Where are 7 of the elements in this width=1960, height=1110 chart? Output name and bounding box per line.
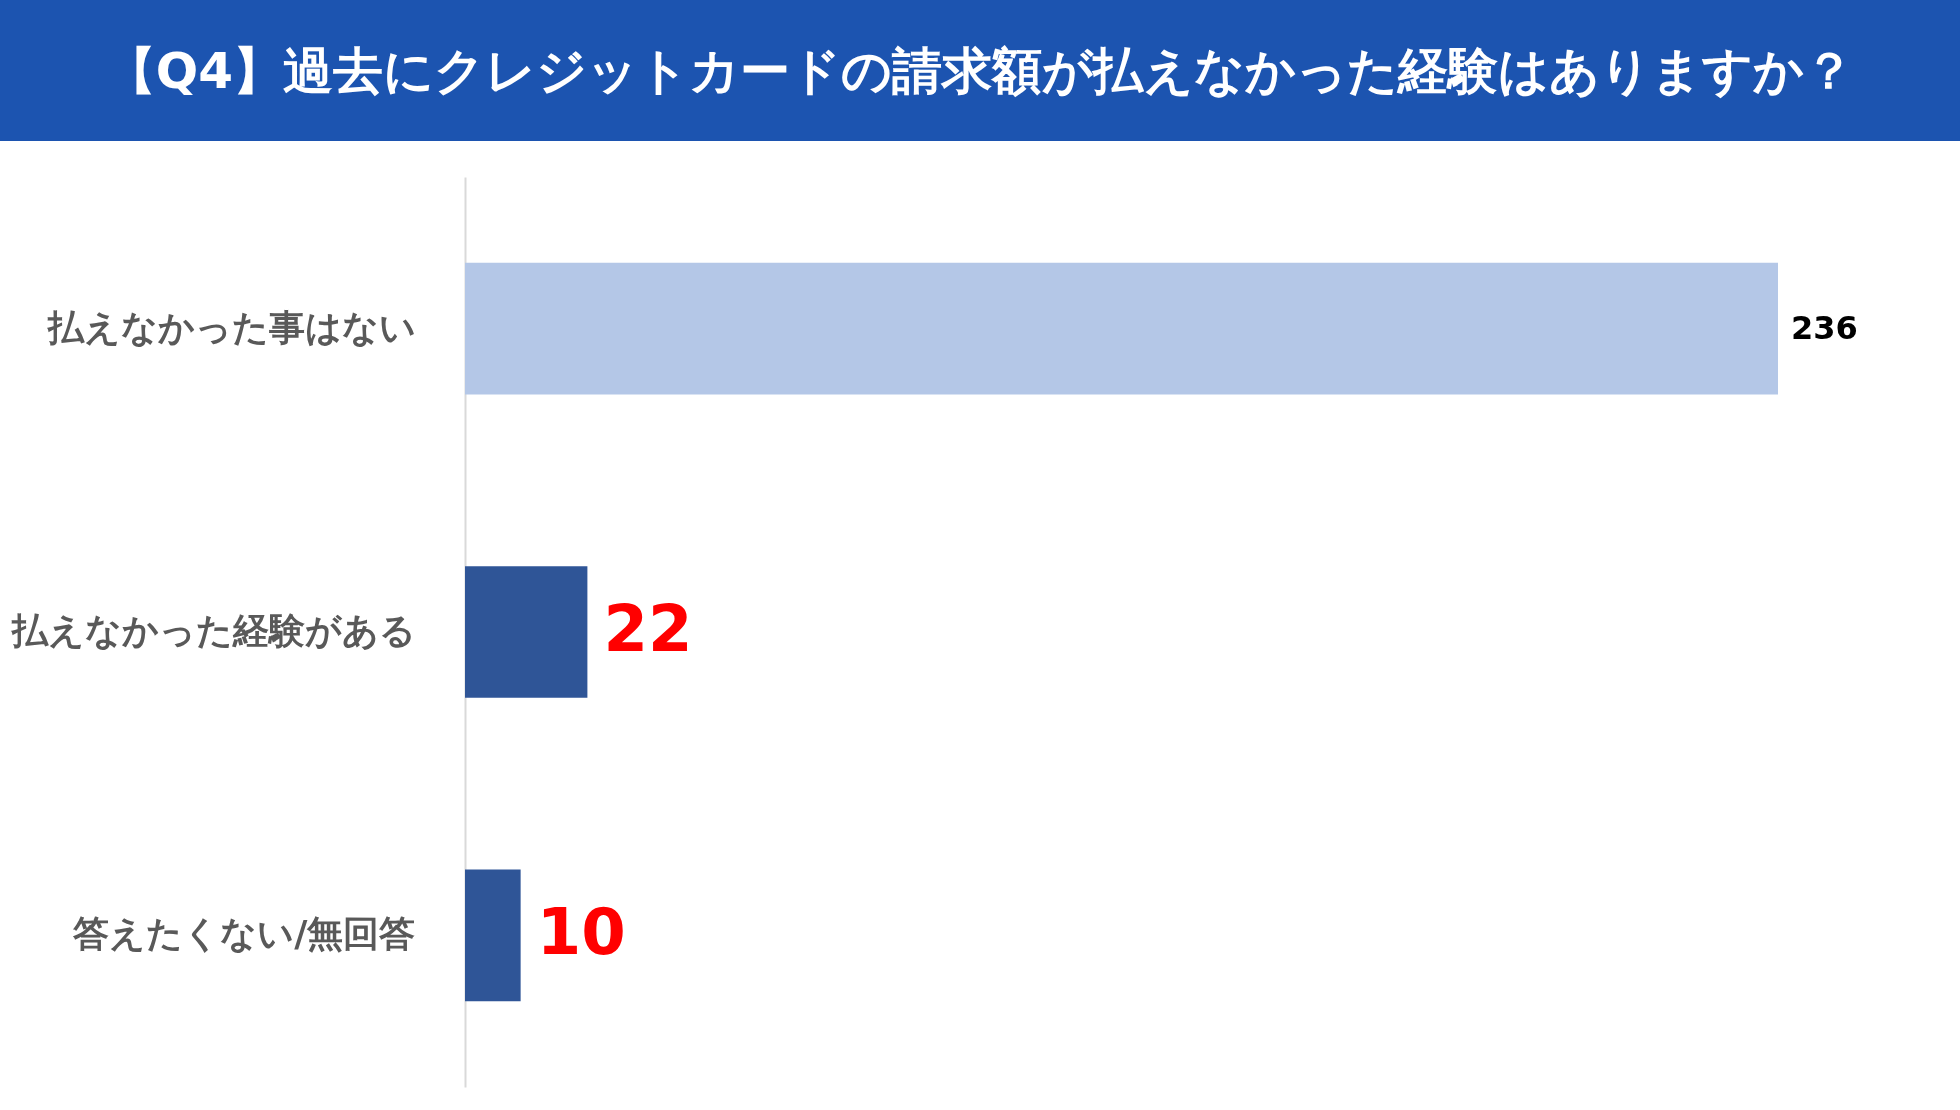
data-label: 236 [1791,308,1858,347]
data-label: 10 [536,895,626,970]
chart-title: 【Q4】過去にクレジットカードの請求額が払えなかった経験はありますか？ [105,41,1855,100]
y-tick-label: 払えなかった事はない [45,306,416,348]
y-tick-label: 答えたくない/無回答 [72,913,416,955]
data-label: 22 [603,592,693,666]
y-tick-label: 払えなかった経験がある [9,610,416,651]
